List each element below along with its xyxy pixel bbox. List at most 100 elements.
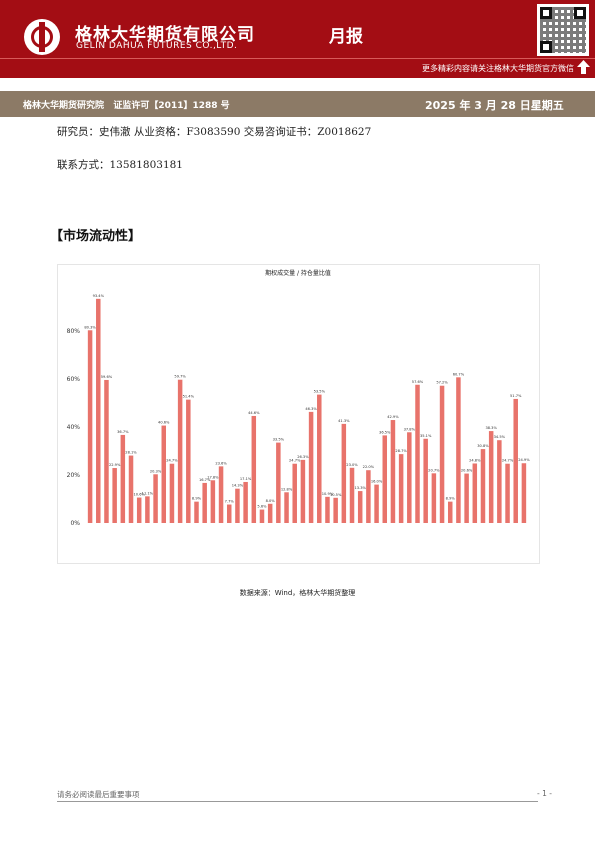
bar [194, 501, 199, 523]
bar-value-label: 24.7% [502, 459, 514, 463]
bar [423, 438, 428, 523]
bar [357, 491, 363, 523]
bar-value-label: 41.3% [338, 419, 350, 423]
bar-value-label: 40.6% [158, 421, 170, 425]
bar [153, 474, 158, 523]
bar [439, 385, 445, 523]
bar [333, 497, 338, 523]
bar [145, 496, 150, 523]
bar-value-label: 24.8% [469, 458, 481, 462]
bar-value-label: 8.0% [266, 499, 276, 503]
chart-title: 期权成交量 / 持仓量比值 [265, 269, 331, 277]
bar [259, 509, 265, 523]
bar-value-label: 10.5% [330, 493, 342, 497]
report-type: 月报 [329, 27, 363, 47]
bar [210, 480, 216, 523]
bar [276, 442, 281, 523]
bar [243, 481, 248, 523]
bar [226, 504, 232, 523]
bar [186, 399, 191, 523]
bar [415, 384, 420, 523]
bar-value-label: 24.9% [518, 458, 530, 462]
bar-value-label: 57.2% [436, 381, 448, 385]
bar [235, 488, 240, 523]
report-date: 2025 年 3 月 28 日星期五 [425, 99, 564, 112]
bar-value-label: 5.6% [257, 505, 267, 509]
bar [300, 459, 306, 523]
data-labels: 80.3% 93.4% 59.6% 22.9% 36.7% 28.1% 10.6%11.1%… [84, 294, 530, 509]
bar-value-label: 51.7% [510, 394, 522, 398]
bar-value-label: 38.3% [485, 426, 497, 430]
bar-value-label: 42.9% [387, 415, 399, 419]
bar-value-label: 22.0% [363, 465, 375, 469]
bar-value-label: 8.9% [192, 497, 202, 501]
arrow-up-icon [577, 60, 590, 74]
bar-value-label: 23.0% [346, 463, 358, 467]
bar-value-label: 23.6% [215, 461, 227, 465]
bar-value-label: 8.9% [446, 497, 456, 501]
bar [456, 377, 461, 523]
y-tick-label: 60% [67, 376, 81, 383]
disclaimer-note: 请务必阅读最后重要事项 [57, 790, 140, 799]
bar [169, 463, 175, 523]
bar [488, 431, 494, 523]
institute-license: 格林大华期货研究院 证监许可【2011】1288 号 [23, 98, 230, 111]
bar [505, 463, 510, 523]
bar [120, 434, 126, 523]
bar-value-label: 13.3% [354, 486, 366, 490]
bar [267, 503, 273, 523]
bar-value-label: 28.7% [395, 449, 407, 453]
bar [349, 467, 355, 523]
bar-value-label: 30.8% [477, 444, 489, 448]
bar [521, 463, 527, 523]
bar-value-label: 59.6% [101, 375, 113, 379]
liquidity-chart: 期权成交量 / 持仓量比值 0% 20% 40% 60% 80% 80.3% 93.4% 5… [57, 264, 540, 564]
bar-value-label: 16.0% [371, 480, 383, 484]
bar [464, 473, 469, 523]
bar [398, 454, 404, 523]
bar-series [87, 298, 527, 523]
bar [104, 379, 109, 523]
bar [202, 482, 207, 523]
bar-value-label: 36.7% [117, 430, 129, 434]
bar-value-label: 37.8% [404, 427, 416, 431]
bar-value-label: 93.4% [93, 294, 105, 298]
company-logo [24, 19, 60, 55]
bar-value-label: 10.9% [322, 492, 334, 496]
chart-svg: 期权成交量 / 持仓量比值 0% 20% 40% 60% 80% 80.3% 93.4% 5… [67, 269, 531, 527]
bar-value-label: 20.7% [428, 468, 440, 472]
bar [480, 449, 486, 523]
bar-value-label: 24.7% [166, 459, 178, 463]
bar [292, 463, 297, 523]
bar [284, 492, 289, 523]
bar [136, 497, 142, 523]
bar-value-label: 22.9% [109, 463, 121, 467]
bar-value-label: 20.6% [461, 469, 473, 473]
bar [497, 440, 502, 523]
header-divider [0, 58, 595, 59]
bar-value-label: 46.3% [305, 407, 317, 411]
bar [472, 463, 478, 523]
page-number: - 1 - [537, 789, 552, 798]
bar [251, 415, 257, 523]
bar [513, 398, 518, 523]
bar-value-label: 34.5% [494, 435, 506, 439]
bar [374, 484, 379, 523]
follow-wechat-text: 更多精彩内容请关注格林大华期货官方微信 [422, 64, 574, 73]
bar [96, 298, 101, 523]
bar [161, 425, 167, 523]
y-tick-label: 0% [70, 520, 80, 527]
bar [447, 501, 453, 523]
y-tick-label: 20% [67, 472, 81, 479]
y-axis: 0% 20% 40% 60% 80% [67, 328, 81, 527]
footer-divider [57, 801, 538, 802]
bar [87, 330, 93, 523]
bar [407, 432, 412, 523]
bar-value-label: 10.6% [133, 493, 145, 497]
bar-value-label: 17.8% [207, 475, 219, 479]
bar-value-label: 33.5% [273, 438, 285, 442]
contact-phone: 联系方式：13581803181 [57, 159, 183, 171]
report-header: 格林大华期货有限公司 GELIN DAHUA FUTURES CO.,LTD. … [0, 0, 595, 78]
bar [382, 435, 388, 523]
bar-value-label: 44.6% [248, 411, 260, 415]
